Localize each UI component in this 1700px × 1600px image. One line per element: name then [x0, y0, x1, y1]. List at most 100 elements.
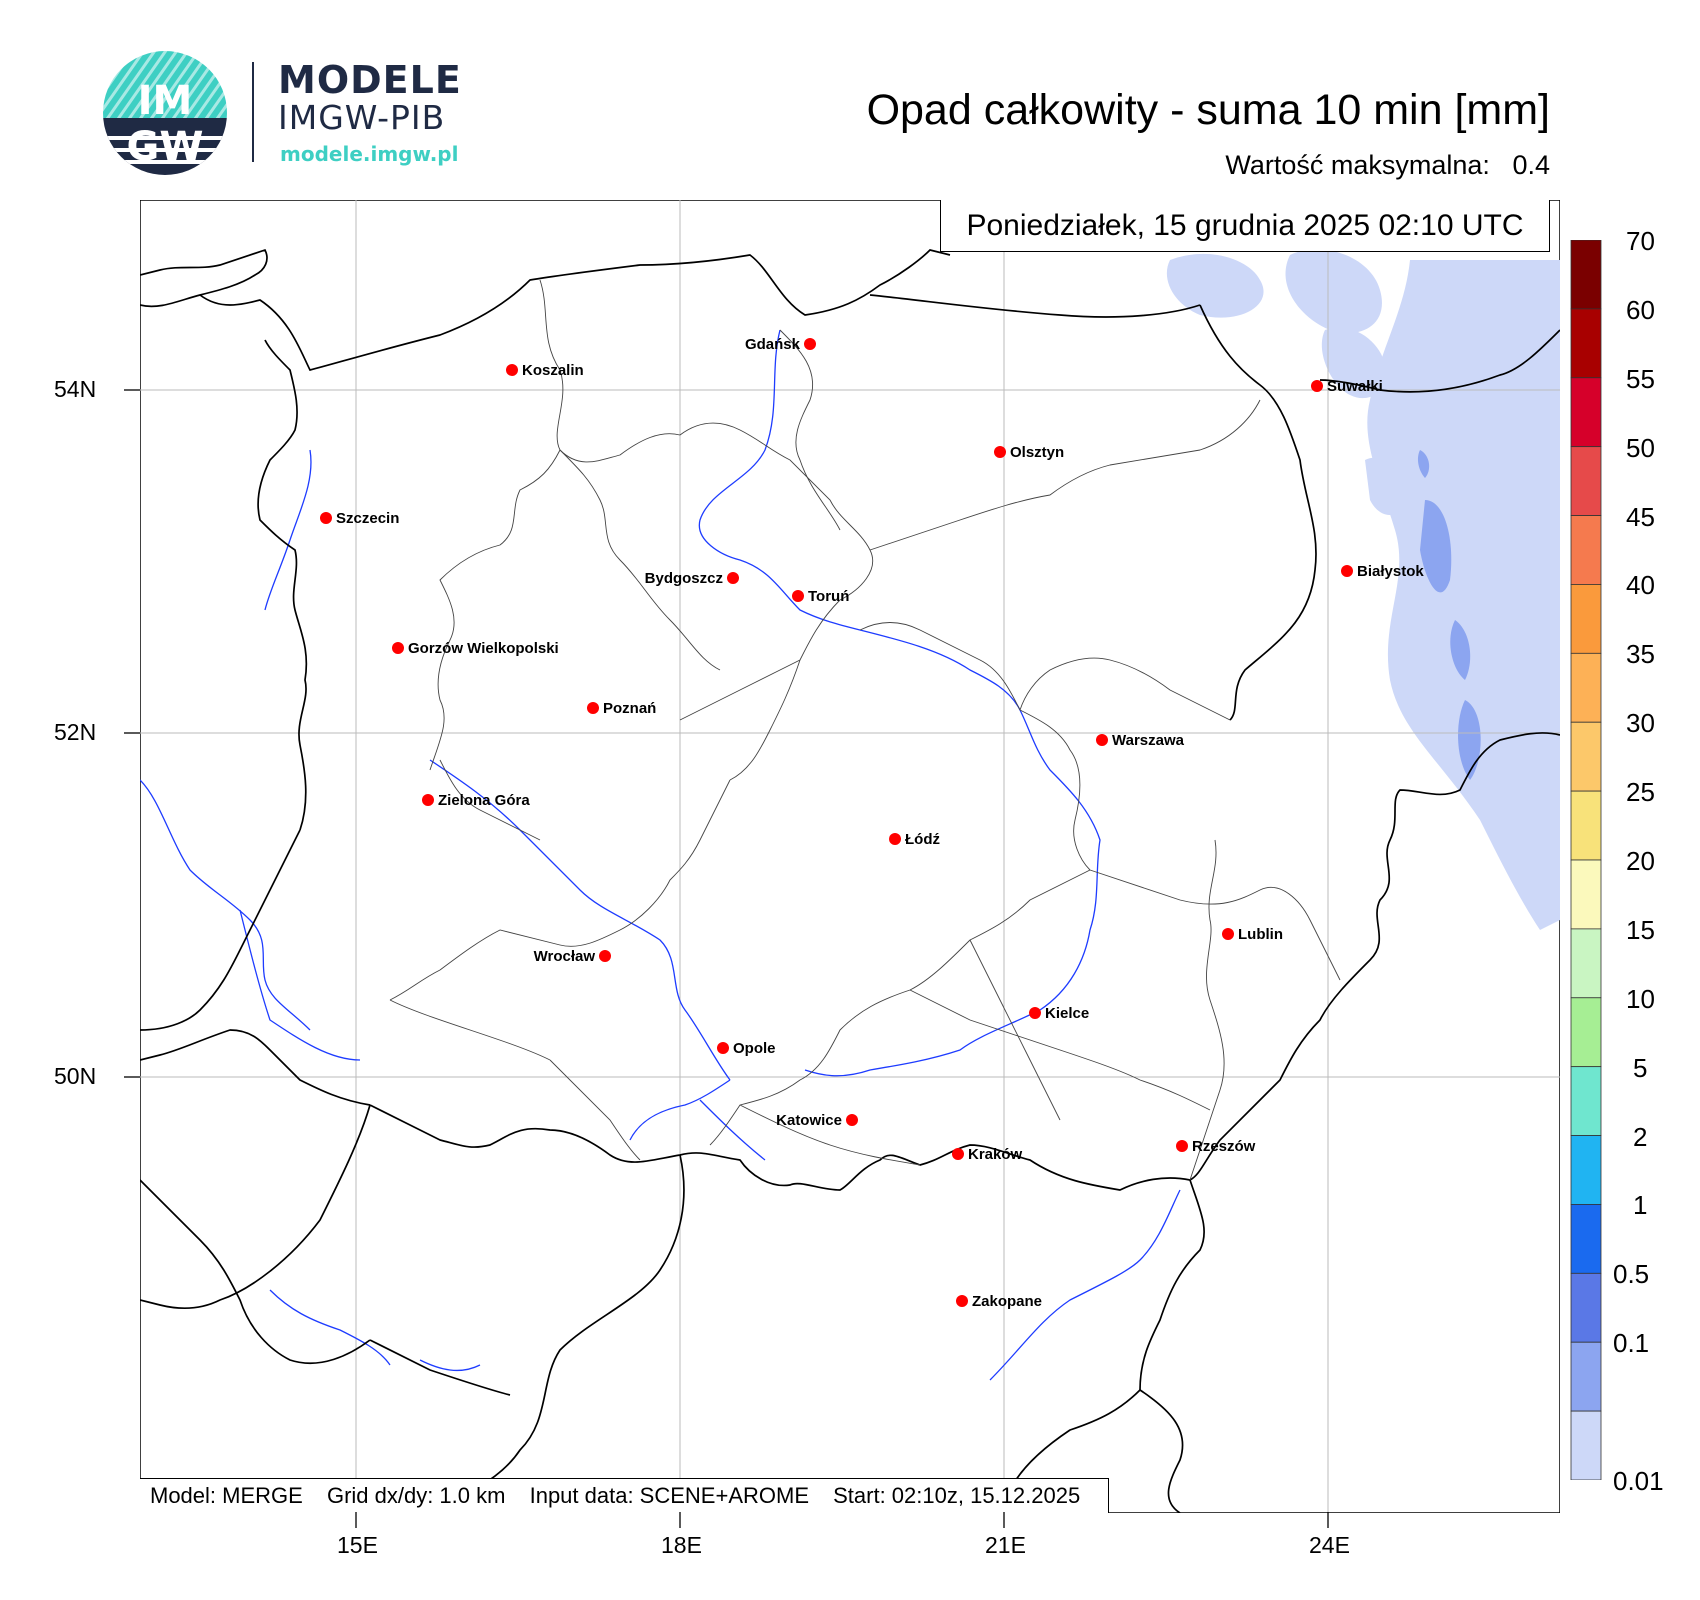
- map-grid: [140, 200, 1560, 1513]
- legend-swatch-0: [1570, 240, 1602, 310]
- legend-label-14: 1: [1633, 1190, 1648, 1221]
- city-label-wroclaw: Wrocław: [534, 948, 596, 965]
- footer-grid: Grid dx/dy: 1.0 km: [326, 1483, 506, 1508]
- city-dot-torun: [792, 590, 804, 602]
- legend-label-7: 30: [1626, 708, 1655, 739]
- city-dot-katowice: [846, 1114, 858, 1126]
- city-label-suwalki: Suwałki: [1327, 378, 1383, 395]
- legend-label-11: 10: [1626, 983, 1655, 1014]
- precipitation-map: Gdańsk Koszalin Suwałki Olsztyn Szczecin Biał…: [140, 200, 1560, 1513]
- legend-label-16: 0.1: [1613, 1328, 1650, 1359]
- city-label-poznan: Poznań: [603, 700, 656, 717]
- legend-swatch-5: [1570, 584, 1602, 654]
- voivodeship-borders: [389, 279, 1341, 1181]
- lat-label-54n: 54N: [54, 376, 97, 402]
- legend-label-0: 70: [1626, 226, 1655, 256]
- city-label-gorzow-wielkopolski: Gorzów Wielkopolski: [408, 640, 559, 657]
- max-value-number: 0.4: [1512, 150, 1550, 180]
- city-label-gdansk: Gdańsk: [745, 336, 801, 353]
- badge-bottom-text: GW: [127, 124, 204, 170]
- city-dot-warszawa: [1096, 734, 1108, 746]
- lon-label-18e: 18E: [661, 1532, 702, 1558]
- footer-model: Model: MERGE: [150, 1483, 303, 1508]
- max-value: Wartość maksymalna: 0.4: [1225, 150, 1550, 181]
- legend-swatch-9: [1570, 859, 1602, 930]
- legend-swatch-17: [1570, 1410, 1602, 1480]
- logo-url[interactable]: modele.imgw.pl: [280, 142, 459, 166]
- legend-label-3: 50: [1626, 432, 1655, 463]
- imgw-logo: IM GW: [100, 48, 460, 178]
- city-label-koszalin: Koszalin: [522, 362, 584, 379]
- city-label-olsztyn: Olsztyn: [1010, 444, 1064, 461]
- legend-swatch-8: [1570, 790, 1602, 861]
- legend-swatch-12: [1570, 1066, 1602, 1136]
- legend-label-2: 55: [1626, 363, 1655, 394]
- city-dot-gdansk: [804, 338, 816, 350]
- legend-label-6: 35: [1626, 639, 1655, 670]
- legend-label-9: 20: [1626, 846, 1655, 876]
- city-label-zielona-gora: Zielona Góra: [438, 792, 530, 809]
- city-dot-bialystok: [1341, 565, 1353, 577]
- model-info-footer: Model: MERGE Grid dx/dy: 1.0 km Input da…: [140, 1478, 1110, 1513]
- city-dot-suwalki: [1311, 380, 1323, 392]
- lon-label-15e: 15E: [337, 1532, 378, 1558]
- lon-ticks: [355, 1512, 1329, 1528]
- legend-swatch-3: [1570, 446, 1602, 516]
- footer-input: Input data: SCENE+AROME: [529, 1483, 809, 1508]
- city-label-rzeszow: Rzeszów: [1192, 1138, 1256, 1155]
- legend-label-4: 45: [1626, 501, 1655, 532]
- legend-swatch-7: [1570, 721, 1602, 792]
- city-label-zakopane: Zakopane: [972, 1293, 1042, 1310]
- city-dot-krakow: [952, 1148, 964, 1160]
- badge-top-text: IM: [138, 78, 193, 124]
- lat-ticks: [124, 389, 140, 1078]
- legend-colorbar: [1570, 240, 1602, 1480]
- legend-swatch-10: [1570, 928, 1602, 999]
- legend-label-17: 0.01: [1613, 1466, 1664, 1496]
- lon-label-24e: 24E: [1309, 1532, 1350, 1558]
- legend-swatch-11: [1570, 997, 1602, 1068]
- city-label-kielce: Kielce: [1045, 1005, 1089, 1022]
- legend-swatch-14: [1570, 1204, 1602, 1274]
- city-dot-olsztyn: [994, 446, 1006, 458]
- city-label-szczecin: Szczecin: [336, 510, 399, 527]
- legend-label-13: 2: [1633, 1121, 1648, 1152]
- cities: Gdańsk Koszalin Suwałki Olsztyn Szczecin Biał…: [320, 336, 1424, 1310]
- map-title: Opad całkowity - suma 10 min [mm]: [866, 86, 1550, 134]
- city-dot-wroclaw: [599, 950, 611, 962]
- country-borders: [140, 248, 1560, 1513]
- city-dot-bydgoszcz: [727, 572, 739, 584]
- legend-swatch-1: [1570, 308, 1602, 379]
- legend-label-12: 5: [1633, 1052, 1648, 1083]
- legend-swatch-16: [1570, 1341, 1602, 1412]
- legend-swatch-13: [1570, 1135, 1602, 1205]
- max-value-label: Wartość maksymalna:: [1225, 150, 1490, 180]
- city-label-bydgoszcz: Bydgoszcz: [645, 570, 723, 587]
- legend-label-10: 15: [1626, 914, 1655, 945]
- city-dot-szczecin: [320, 512, 332, 524]
- city-dot-lodz: [889, 833, 901, 845]
- legend-swatch-2: [1570, 377, 1602, 448]
- city-label-bialystok: Białystok: [1357, 563, 1424, 580]
- legend-label-15: 0.5: [1613, 1259, 1650, 1290]
- city-label-krakow: Kraków: [968, 1146, 1023, 1163]
- logo-divider: [252, 62, 254, 162]
- legend-label-8: 25: [1626, 777, 1655, 808]
- lat-label-52n: 52N: [54, 719, 97, 745]
- logo-subtitle: IMGW-PIB: [278, 98, 446, 137]
- map-frame: [140, 200, 1560, 1513]
- rivers: [140, 329, 1181, 1381]
- footer-start: Start: 02:10z, 15.12.2025: [833, 1483, 1081, 1508]
- lon-label-21e: 21E: [985, 1532, 1026, 1558]
- imgw-badge-icon: IM GW: [103, 51, 227, 175]
- city-label-katowice: Katowice: [776, 1112, 842, 1129]
- precipitation-field: [1166, 249, 1560, 930]
- legend-swatch-6: [1570, 652, 1602, 723]
- legend-swatch-15: [1570, 1272, 1602, 1343]
- city-dot-poznan: [587, 702, 599, 714]
- city-dot-zielona-gora: [422, 794, 434, 806]
- lat-label-50n: 50N: [54, 1063, 97, 1089]
- legend-swatch-4: [1570, 515, 1602, 585]
- city-dot-opole: [717, 1042, 729, 1054]
- city-dot-lublin: [1222, 928, 1234, 940]
